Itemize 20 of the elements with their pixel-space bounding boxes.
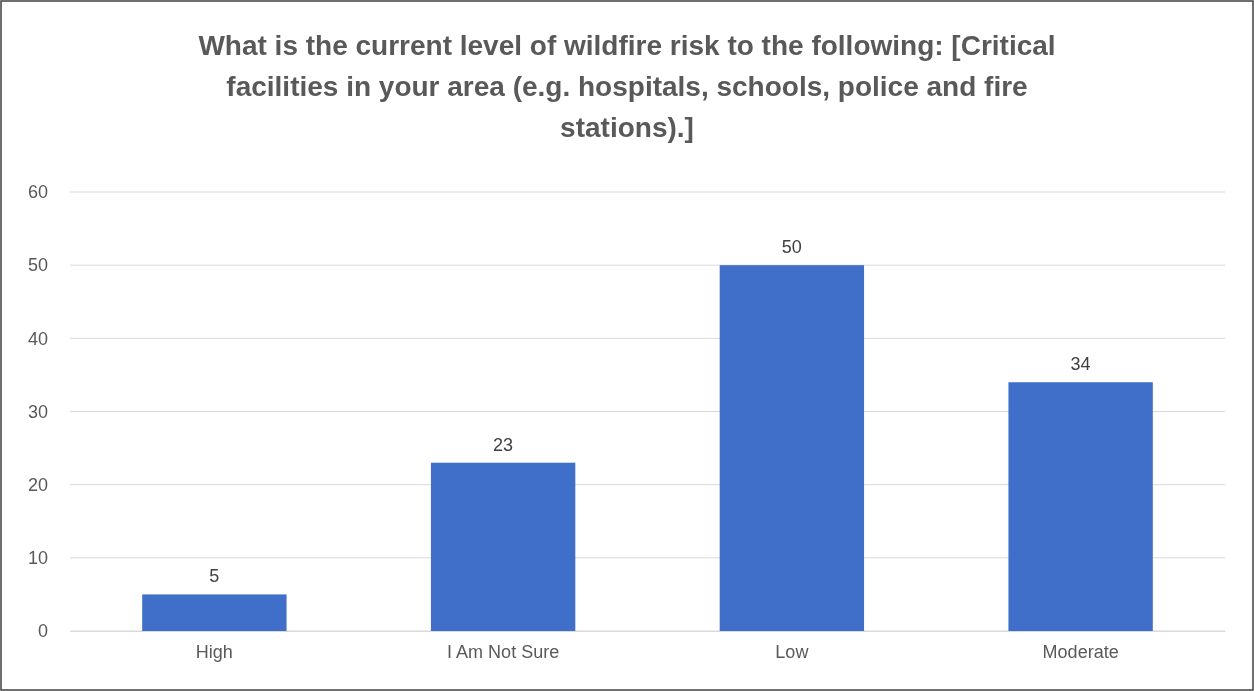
data-label: 5 [209,566,220,587]
chart-title: What is the current level of wildfire risk to the following: [Critical facilities in your area (e.g. hospitals, schools, police and fire stations).] [198,30,1056,143]
y-tick-label: 20 [27,474,48,495]
bar [430,462,576,631]
bar [1008,382,1153,631]
data-label: 34 [1070,354,1091,375]
y-tick-label: 10 [27,548,48,569]
y-tick-label: 30 [27,401,48,422]
y-tick-label: 40 [27,328,48,349]
y-tick-label: 50 [27,255,48,276]
x-tick-label: High [195,641,233,662]
x-tick-label: Low [775,641,810,662]
bar [719,265,865,631]
y-tick-label: 60 [27,182,48,203]
x-tick-label: Moderate [1042,641,1119,662]
y-tick-label: 0 [37,621,48,642]
x-tick-label: I Am Not Sure [447,641,560,662]
data-label: 50 [781,237,802,258]
data-label: 23 [493,434,514,455]
bar [142,594,287,631]
